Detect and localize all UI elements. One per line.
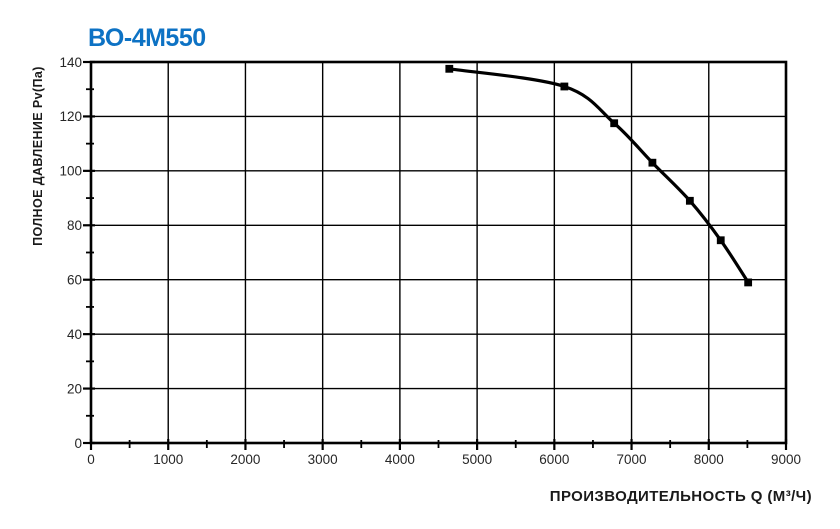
x-axis-label: ПРОИЗВОДИТЕЛЬНОСТЬ Q (М³/Ч) [549, 488, 812, 505]
y-tick-label: 60 [67, 273, 82, 288]
x-tick-label: 9000 [771, 452, 801, 467]
x-tick-label: 2000 [230, 452, 260, 467]
data-point-marker [560, 82, 569, 91]
data-point-marker [610, 119, 619, 128]
plot-border [89, 60, 788, 445]
y-tick-label: 140 [59, 55, 82, 70]
x-tick-label: 6000 [539, 452, 569, 467]
y-tick-label: 20 [67, 381, 82, 396]
x-tick-label: 1000 [153, 452, 183, 467]
y-tick-label: 40 [67, 327, 82, 342]
data-point-marker [445, 64, 454, 73]
y-tick-label: 120 [59, 109, 82, 124]
fan-performance-curve [447, 67, 750, 284]
x-tick-label: 5000 [462, 452, 492, 467]
x-tick-label: 0 [87, 452, 95, 467]
y-tick-label: 100 [59, 164, 82, 179]
x-tick-label: 4000 [385, 452, 415, 467]
data-point-marker [744, 278, 753, 287]
data-point-marker [716, 236, 725, 245]
data-point-marker [648, 158, 657, 167]
x-tick-label: 3000 [308, 452, 338, 467]
x-tick-label: 7000 [617, 452, 647, 467]
y-tick-label: 0 [74, 436, 82, 451]
y-tick-label: 80 [67, 218, 82, 233]
chart-title: ВО-4М550 [88, 24, 206, 52]
data-point-marker [685, 196, 694, 205]
x-tick-label: 8000 [694, 452, 724, 467]
